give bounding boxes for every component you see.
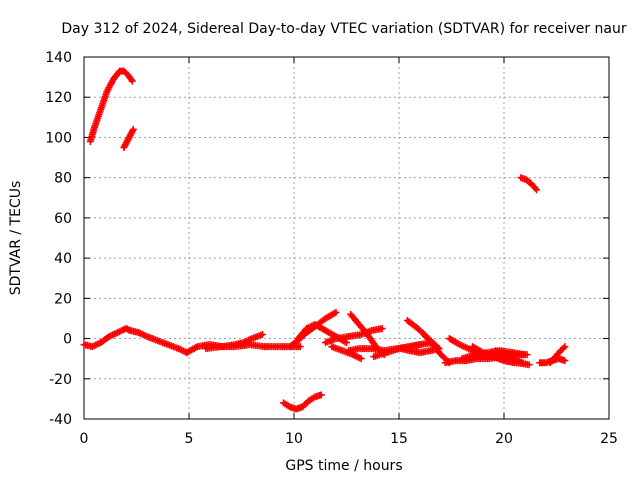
y-tick-label: 100	[45, 130, 72, 146]
data-point	[521, 351, 529, 359]
y-tick-label: 0	[63, 332, 72, 348]
y-tick-label: 80	[54, 171, 72, 187]
data-point	[531, 184, 539, 192]
data-point	[129, 125, 137, 133]
data-point	[357, 355, 365, 363]
series-arc-base-1	[80, 325, 191, 357]
y-tick-label: 140	[45, 50, 72, 66]
data-point	[259, 331, 266, 339]
data-point	[416, 341, 424, 349]
series-arc-late-7	[492, 347, 527, 367]
series-arc-end-2	[546, 343, 569, 367]
x-tick-label: 5	[185, 431, 194, 447]
data-point	[560, 344, 567, 352]
x-tick-label: 25	[600, 431, 618, 447]
x-tick-label: 0	[80, 431, 89, 447]
x-axis-label: GPS time / hours	[285, 458, 402, 474]
data-point	[127, 76, 135, 84]
data-point	[129, 127, 137, 135]
data-point	[561, 343, 569, 351]
y-tick-label: 20	[54, 291, 72, 307]
data-point	[332, 308, 340, 316]
data-series	[80, 67, 569, 413]
data-point	[519, 359, 527, 367]
series-arc-high-2	[120, 125, 137, 151]
y-tick-label: 60	[54, 211, 72, 227]
data-point	[525, 361, 533, 369]
series-arc-high-1	[86, 67, 136, 145]
data-point	[284, 402, 292, 410]
y-tick-label: -40	[49, 412, 72, 428]
plot-frame	[83, 56, 610, 420]
y-axis-label: SDTVAR / TECUs	[8, 181, 24, 296]
data-point	[192, 343, 200, 351]
data-point	[309, 394, 317, 402]
chart-title: Day 312 of 2024, Sidereal Day-to-day VTE…	[61, 21, 627, 37]
series-arc-bottom	[280, 391, 325, 413]
x-tick-label: 15	[390, 431, 408, 447]
x-tick-label: 20	[495, 431, 513, 447]
data-point	[561, 357, 569, 365]
y-tick-label: 120	[45, 90, 72, 106]
axis-ticks: 0 5 10 15 20 25 -40 -20 0 20 40 60 80 100 120 140	[45, 50, 618, 447]
series-arc-late-5	[469, 343, 518, 367]
data-point	[296, 343, 304, 351]
x-tick-label: 10	[285, 431, 303, 447]
y-tick-label: -20	[49, 372, 72, 388]
data-point	[378, 325, 386, 332]
data-point	[533, 186, 541, 194]
y-tick-label: 40	[54, 251, 72, 267]
series-arc-base-3	[202, 341, 304, 353]
data-point	[331, 309, 338, 317]
data-point	[317, 391, 325, 399]
series-arc-right-high	[517, 174, 541, 194]
data-point	[128, 77, 136, 85]
series-arc-mid-3	[322, 325, 386, 347]
